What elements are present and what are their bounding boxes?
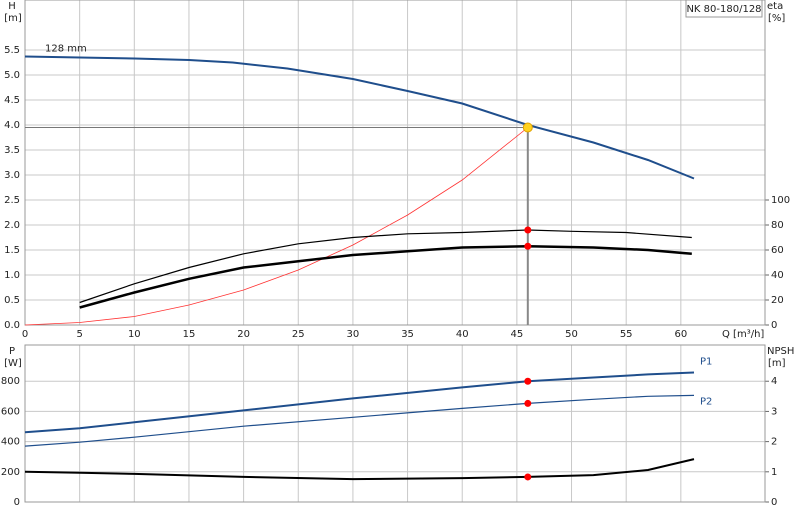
y2-tick-label: 40 bbox=[771, 270, 784, 281]
series-line bbox=[24, 127, 529, 326]
y-tick-label: 3.0 bbox=[4, 170, 20, 181]
duty-dot bbox=[524, 226, 532, 234]
y2-tick-label: 2 bbox=[771, 437, 777, 448]
y-tick-label: 1.5 bbox=[4, 245, 20, 256]
y-tick-label: 0 bbox=[14, 497, 20, 508]
x-tick-label: 40 bbox=[456, 329, 469, 340]
x-tick-label: 15 bbox=[183, 329, 196, 340]
series-line bbox=[79, 229, 692, 304]
y-axis-unit: [m] bbox=[4, 13, 22, 24]
y-tick-label: 200 bbox=[1, 467, 20, 478]
y-tick-label: 0.0 bbox=[4, 320, 20, 331]
y2-tick-label: 4 bbox=[771, 376, 777, 387]
y-axis-title: H bbox=[8, 1, 16, 12]
y-axis-title: P bbox=[9, 346, 15, 357]
y2-tick-label: 0 bbox=[771, 497, 777, 508]
y-tick-label: 1.0 bbox=[4, 270, 20, 281]
duty-dot bbox=[524, 473, 532, 481]
duty-dot bbox=[524, 242, 532, 250]
duty-dot bbox=[524, 399, 532, 407]
y-tick-label: 5.5 bbox=[4, 45, 20, 56]
series-label: P2 bbox=[700, 396, 712, 407]
y2-tick-label: 100 bbox=[771, 195, 790, 206]
plot-frame bbox=[24, 344, 766, 503]
pump-label: NK 80-180/128 bbox=[686, 4, 761, 15]
y-tick-label: 3.5 bbox=[4, 145, 20, 156]
y2-axis-title: eta bbox=[767, 1, 783, 12]
y2-tick-label: 20 bbox=[771, 295, 784, 306]
y2-tick-label: 60 bbox=[771, 245, 784, 256]
series-line bbox=[24, 371, 695, 434]
plot-frame bbox=[24, 0, 766, 326]
y2-axis-unit: [m] bbox=[768, 358, 786, 369]
y2-axis-title: NPSH bbox=[767, 346, 794, 357]
y-tick-label: 4.0 bbox=[4, 120, 20, 131]
y-tick-label: 0.5 bbox=[4, 295, 20, 306]
y2-tick-label: 80 bbox=[771, 220, 784, 231]
y2-tick-label: 1 bbox=[771, 467, 777, 478]
series-label: P1 bbox=[700, 356, 712, 367]
series-line bbox=[79, 245, 692, 309]
series-line bbox=[24, 55, 695, 180]
y2-axis-unit: [%] bbox=[768, 13, 785, 24]
x-tick-label: 25 bbox=[292, 329, 305, 340]
series-line bbox=[24, 394, 695, 447]
y-tick-label: 400 bbox=[1, 437, 20, 448]
x-tick-label: 5 bbox=[76, 329, 82, 340]
x-tick-label: 0 bbox=[22, 329, 28, 340]
y-axis-unit: [W] bbox=[4, 358, 22, 369]
x-tick-label: 30 bbox=[347, 329, 360, 340]
duty-point bbox=[522, 122, 533, 133]
y-tick-label: 600 bbox=[1, 406, 20, 417]
duty-dot bbox=[524, 377, 532, 385]
label-box bbox=[685, 0, 763, 18]
y2-tick-label: 3 bbox=[771, 406, 777, 417]
x-tick-label: 50 bbox=[565, 329, 578, 340]
x-tick-label: 35 bbox=[401, 329, 414, 340]
y-tick-label: 800 bbox=[1, 376, 20, 387]
x-tick-label: 45 bbox=[511, 329, 524, 340]
x-tick-label: 10 bbox=[128, 329, 141, 340]
x-tick-label: 20 bbox=[237, 329, 250, 340]
y-tick-label: 5.0 bbox=[4, 70, 20, 81]
x-axis-title: Q [m³/h] bbox=[722, 329, 764, 340]
y2-tick-label: 0 bbox=[771, 320, 777, 331]
x-tick-label: 55 bbox=[620, 329, 633, 340]
y-tick-label: 2.0 bbox=[4, 220, 20, 231]
series-line bbox=[24, 458, 695, 481]
y-tick-label: 4.5 bbox=[4, 95, 20, 106]
y-tick-label: 2.5 bbox=[4, 195, 20, 206]
x-tick-label: 60 bbox=[674, 329, 687, 340]
series-label: 128 mm bbox=[45, 44, 87, 55]
